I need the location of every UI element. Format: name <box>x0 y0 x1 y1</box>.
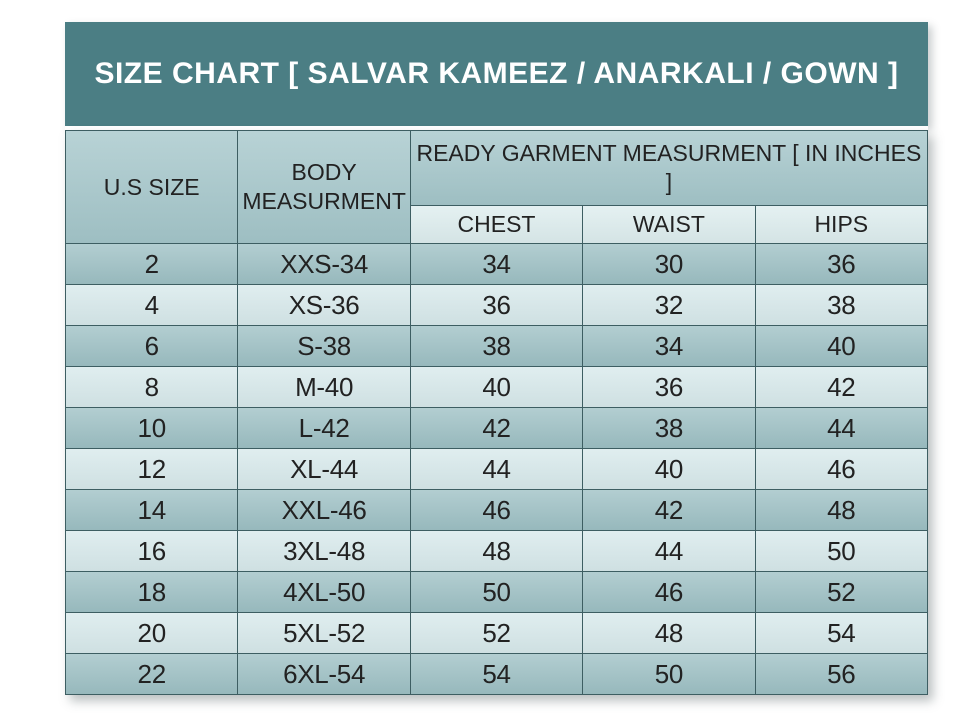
column-header-waist: WAIST <box>583 206 755 243</box>
cell-row1-waist: 30 <box>583 244 755 284</box>
size-table: U.S SIZE BODY MEASURMENT READY GARMENT M… <box>65 130 928 695</box>
cell-row10-waist: 48 <box>583 613 755 653</box>
cell-row9-waist: 46 <box>583 572 755 612</box>
cell-row4-chest: 40 <box>410 367 583 407</box>
cell-row5-chest: 42 <box>410 408 583 448</box>
cell-row3-hips: 40 <box>755 326 927 366</box>
cell-row9-body-measurment: 4XL-50 <box>238 572 410 612</box>
cell-row7-body-measurment: XXL-46 <box>238 490 410 530</box>
column-header-body-measurment: BODY MEASURMENT <box>238 131 410 243</box>
chart-title: SIZE CHART [ SALVAR KAMEEZ / ANARKALI / … <box>94 57 899 90</box>
cell-row8-body-measurment: 3XL-48 <box>238 531 410 571</box>
cell-row1-chest: 34 <box>410 244 583 284</box>
cell-row4-waist: 36 <box>583 367 755 407</box>
size-chart-sheet: SIZE CHART [ SALVAR KAMEEZ / ANARKALI / … <box>65 22 928 695</box>
cell-row7-chest: 46 <box>410 490 583 530</box>
cell-row11-chest: 54 <box>410 654 583 694</box>
cell-row11-hips: 56 <box>755 654 927 694</box>
cell-row1-us-size: 2 <box>66 244 238 284</box>
cell-row6-chest: 44 <box>410 449 583 489</box>
cell-row3-chest: 38 <box>410 326 583 366</box>
column-group-header-ready-garment: READY GARMENT MEASURMENT [ IN INCHES ] <box>410 131 927 205</box>
cell-row11-waist: 50 <box>583 654 755 694</box>
cell-row2-body-measurment: XS-36 <box>238 285 410 325</box>
cell-row2-us-size: 4 <box>66 285 238 325</box>
cell-row10-chest: 52 <box>410 613 583 653</box>
cell-row7-waist: 42 <box>583 490 755 530</box>
cell-row2-hips: 38 <box>755 285 927 325</box>
cell-row4-us-size: 8 <box>66 367 238 407</box>
cell-row6-us-size: 12 <box>66 449 238 489</box>
cell-row9-chest: 50 <box>410 572 583 612</box>
cell-row6-body-measurment: XL-44 <box>238 449 410 489</box>
cell-row2-waist: 32 <box>583 285 755 325</box>
cell-row11-us-size: 22 <box>66 654 238 694</box>
cell-row2-chest: 36 <box>410 285 583 325</box>
cell-row10-body-measurment: 5XL-52 <box>238 613 410 653</box>
cell-row6-hips: 46 <box>755 449 927 489</box>
cell-row3-body-measurment: S-38 <box>238 326 410 366</box>
column-header-us-size: U.S SIZE <box>66 131 238 243</box>
chart-title-bar: SIZE CHART [ SALVAR KAMEEZ / ANARKALI / … <box>65 22 928 126</box>
cell-row8-chest: 48 <box>410 531 583 571</box>
cell-row8-us-size: 16 <box>66 531 238 571</box>
cell-row8-hips: 50 <box>755 531 927 571</box>
cell-row5-body-measurment: L-42 <box>238 408 410 448</box>
cell-row5-us-size: 10 <box>66 408 238 448</box>
cell-row4-hips: 42 <box>755 367 927 407</box>
cell-row9-hips: 52 <box>755 572 927 612</box>
cell-row8-waist: 44 <box>583 531 755 571</box>
cell-row1-body-measurment: XXS-34 <box>238 244 410 284</box>
title-table-divider <box>65 126 928 130</box>
cell-row5-waist: 38 <box>583 408 755 448</box>
cell-row10-hips: 54 <box>755 613 927 653</box>
cell-row1-hips: 36 <box>755 244 927 284</box>
column-header-chest: CHEST <box>410 206 583 243</box>
cell-row9-us-size: 18 <box>66 572 238 612</box>
cell-row5-hips: 44 <box>755 408 927 448</box>
cell-row7-hips: 48 <box>755 490 927 530</box>
column-header-hips: HIPS <box>755 206 927 243</box>
cell-row7-us-size: 14 <box>66 490 238 530</box>
cell-row6-waist: 40 <box>583 449 755 489</box>
cell-row3-waist: 34 <box>583 326 755 366</box>
cell-row11-body-measurment: 6XL-54 <box>238 654 410 694</box>
cell-row3-us-size: 6 <box>66 326 238 366</box>
cell-row10-us-size: 20 <box>66 613 238 653</box>
cell-row4-body-measurment: M-40 <box>238 367 410 407</box>
